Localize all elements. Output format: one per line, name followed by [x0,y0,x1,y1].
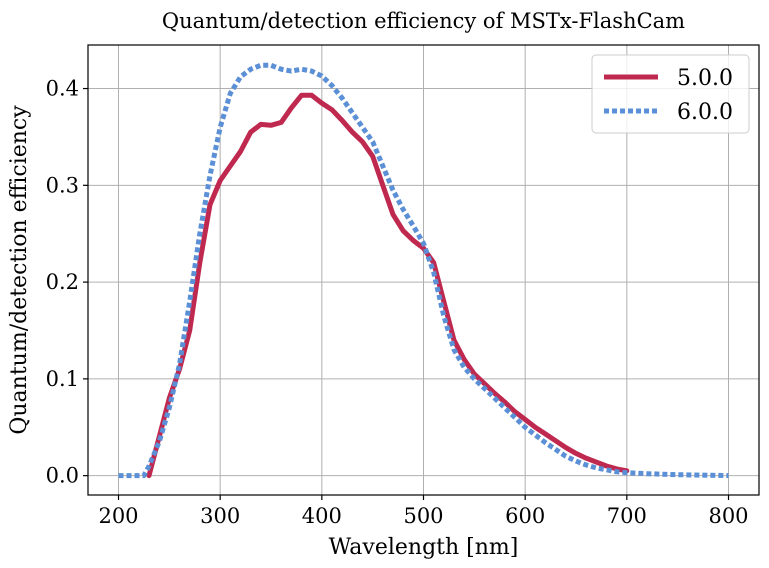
y-tick-label: 0.1 [46,367,79,391]
y-tick-label: 0.3 [46,173,79,197]
x-axis-label: Wavelength [nm] [329,535,519,560]
chart-title: Quantum/detection efficiency of MSTx-Fla… [162,9,685,33]
x-tick-label: 600 [505,504,545,528]
legend-label-5-0-0: 5.0.0 [677,66,733,91]
y-axis-label: Quantum/detection efficiency [7,105,32,435]
x-tick-label: 700 [607,504,647,528]
x-tick-label: 400 [302,504,342,528]
x-tick-label: 800 [708,504,748,528]
y-tick-label: 0.0 [46,464,79,488]
ticks: 200 300 400 500 600 700 800 0.0 0.1 0.2 0.3 0.4 [46,77,749,528]
x-tick-label: 300 [200,504,240,528]
y-tick-label: 0.4 [46,77,79,101]
series-line-6-0-0 [118,62,729,479]
x-tick-label: 200 [98,504,138,528]
x-tick-label: 500 [403,504,443,528]
legend: 5.0.0 6.0.0 [591,54,750,134]
legend-label-6-0-0: 6.0.0 [677,100,733,125]
y-tick-label: 0.2 [46,270,79,294]
series-layer [118,62,729,479]
series-line-5-0-0 [146,92,630,479]
